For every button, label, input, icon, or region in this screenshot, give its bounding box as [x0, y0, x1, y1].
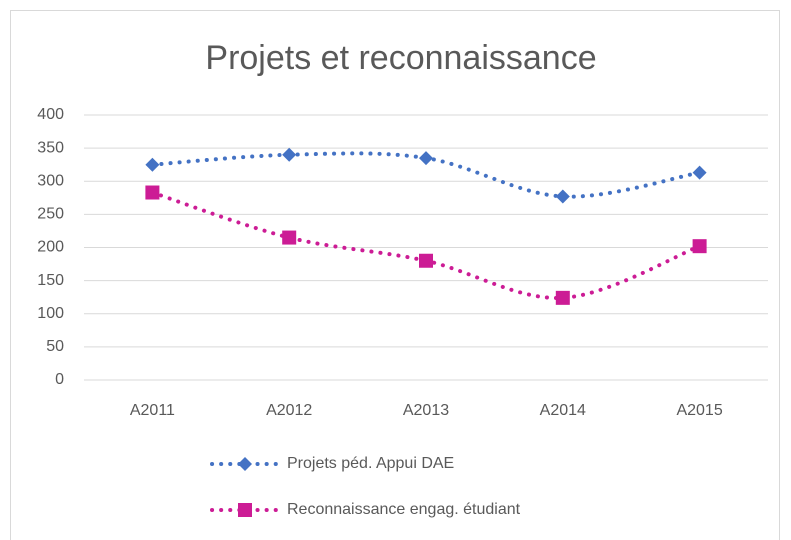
y-tick-label: 350	[37, 139, 64, 156]
data-point	[145, 185, 160, 200]
legend-marker	[238, 457, 252, 471]
data-point	[692, 165, 707, 180]
y-tick-label: 150	[37, 272, 64, 289]
chart-frame	[10, 10, 780, 540]
legend-label: Reconnaissance engag. étudiant	[287, 501, 521, 518]
legend-label: Projets péd. Appui DAE	[287, 455, 454, 472]
data-point	[419, 151, 433, 166]
x-tick-label: A2015	[676, 402, 722, 419]
x-tick-label: A2013	[403, 402, 449, 419]
data-point	[419, 253, 433, 268]
y-tick-label: 50	[46, 338, 64, 355]
x-tick-label: A2014	[540, 402, 586, 419]
data-point	[555, 189, 570, 204]
data-point	[145, 157, 160, 172]
data-point	[692, 239, 707, 254]
chart-title: Projets et reconnaissance	[205, 39, 596, 77]
x-tick-label: A2011	[130, 402, 175, 419]
y-tick-label: 300	[37, 172, 64, 189]
data-point	[555, 290, 570, 305]
y-tick-label: 200	[37, 239, 64, 256]
y-tick-label: 0	[55, 371, 64, 388]
data-point	[282, 147, 297, 162]
legend-marker	[238, 503, 252, 517]
y-tick-label: 400	[37, 106, 64, 123]
y-tick-label: 250	[37, 206, 64, 223]
data-point	[282, 230, 297, 245]
x-tick-label: A2012	[266, 402, 312, 419]
y-tick-label: 100	[37, 305, 64, 322]
